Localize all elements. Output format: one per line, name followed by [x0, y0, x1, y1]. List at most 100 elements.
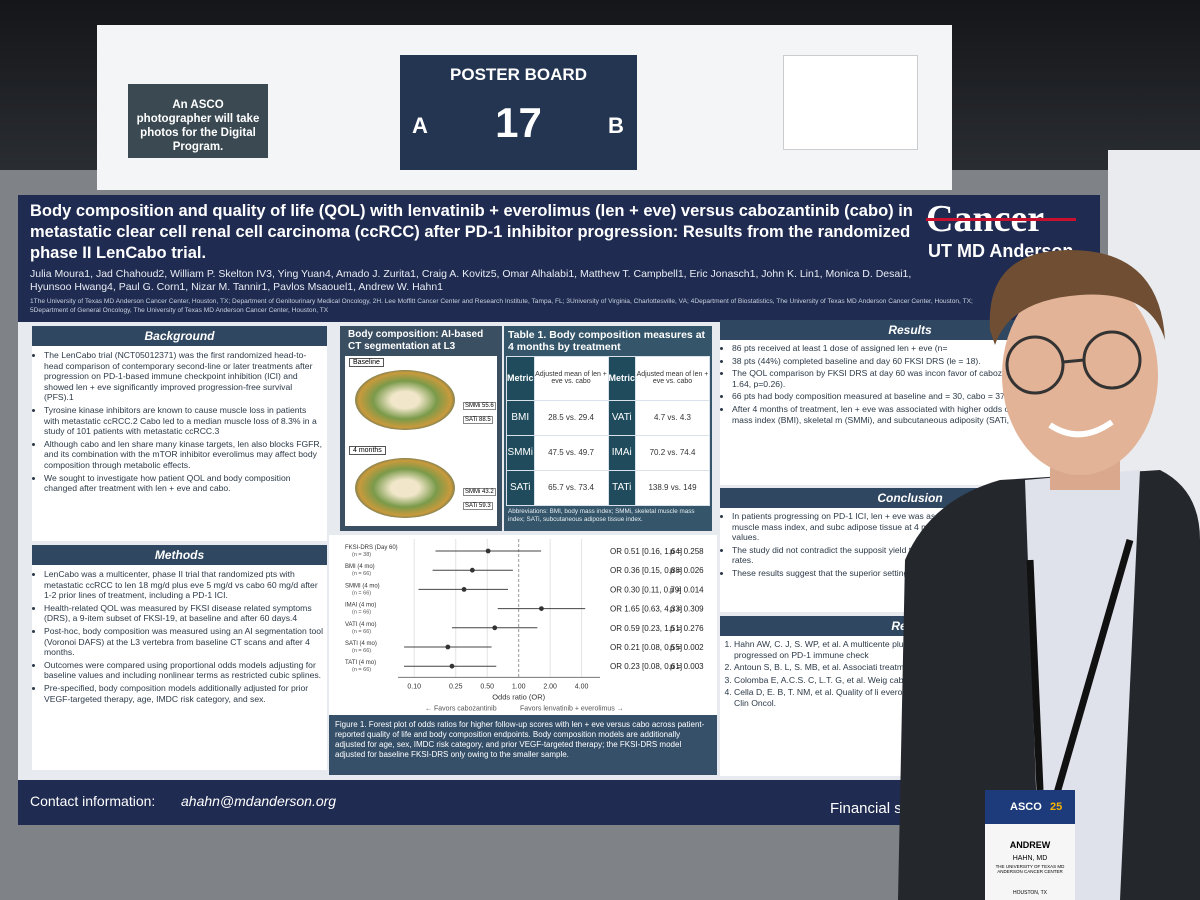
face: [1002, 275, 1158, 475]
p-text: p = 0.258: [670, 547, 704, 556]
contact-email: ahahn@mdanderson.org: [181, 793, 337, 809]
bullet: The QOL comparison by FKSI DRS at day 60…: [732, 368, 1100, 389]
bullet: Colomba E, A.C.S. C, L.T. G, et al. Weig…: [734, 675, 1100, 686]
table-note: Abbreviations: BMI, body mass index; SMM…: [508, 508, 695, 523]
table-row: Metric Adjusted mean of len + eve vs. cab…: [506, 356, 710, 401]
table-cell: 28.5 vs. 29.4: [533, 399, 609, 436]
bullet: 86 pts received at least 1 dose of assig…: [732, 343, 1100, 354]
photo-note: An ASCO photographer will take photos fo…: [128, 84, 268, 158]
ct-label: 4 months: [349, 446, 386, 455]
or-text: OR 0.59 [0.23, 1.51]: [610, 624, 682, 633]
row-label: BMI (4 mo): [345, 564, 375, 570]
bullet: Post-hoc, body composition was measured …: [44, 626, 323, 658]
background-panel: Background The LenCabo trial (NCT0501237…: [32, 326, 327, 541]
lanyard: [1026, 539, 1134, 801]
bullet: Tyrosine kinase inhibitors are known to …: [44, 405, 323, 437]
p-text: p = 0.026: [670, 566, 704, 575]
poster-header: Body composition and quality of life (QO…: [18, 195, 1100, 322]
row-label: IMAI (4 mo): [345, 603, 376, 609]
ct-images: Baseline 4 months SMMi 55.6 SATi 88.5 SM…: [345, 356, 497, 526]
row-n: (n = 66): [352, 571, 371, 577]
table-header: Metric: [607, 356, 637, 401]
favors-note: Favors lenvatinib + everolimus →: [520, 705, 624, 712]
section-heading: Methods: [32, 545, 327, 565]
bullet: 38 pts (44%) completed baseline and day …: [732, 356, 1100, 367]
table-caption: Table 1. Body composition measures at 4 …: [508, 329, 706, 353]
board-label: POSTER BOARD: [450, 65, 587, 84]
table-cell: IMAi: [607, 434, 637, 471]
bullet: These results suggest that the superior …: [732, 568, 1100, 579]
smile: [1048, 419, 1114, 438]
ct-slice: [355, 458, 455, 518]
or-point: [469, 567, 475, 573]
bullet: Outcomes were compared using proportiona…: [44, 660, 323, 681]
p-text: p = 0.309: [670, 605, 704, 614]
x-tick-label: 2.00: [543, 683, 557, 690]
board-side: B: [608, 113, 624, 138]
ct-slice: [355, 370, 455, 430]
ct-label: Baseline: [349, 358, 384, 367]
or-text: OR 1.65 [0.63, 4.33]: [610, 605, 682, 614]
bullet: Antoun S, B. L, S. MB, et al. Associati …: [734, 662, 1100, 673]
ct-callout: SMMi 43.2: [463, 488, 496, 496]
table-cell: TATi: [607, 469, 637, 507]
table-cell: 65.7 vs. 73.4: [533, 469, 609, 507]
bullet-list: LenCabo was a multicenter, phase II tria…: [32, 565, 327, 704]
row-n: (n = 38): [352, 552, 371, 558]
or-point: [461, 587, 467, 592]
bullet: LenCabo was a multicenter, phase II tria…: [44, 569, 323, 601]
badge-org: THE UNIVERSITY OF TEXAS MD ANDERSON CANC…: [995, 864, 1065, 874]
table-panel: Table 1. Body composition measures at 4 …: [504, 326, 712, 531]
figure-caption: Figure 1. Forest plot of odds ratios for…: [329, 715, 717, 775]
table-cell: 47.5 vs. 49.7: [533, 434, 609, 471]
table-cell: VATi: [607, 399, 637, 436]
glasses: [1062, 358, 1085, 364]
poster-title: Body composition and quality of life (QO…: [30, 202, 913, 262]
table-row: SATi 65.7 vs. 73.4 TATi 138.9 vs. 149: [506, 469, 710, 507]
bullet: The LenCabo trial (NCT05012371) was the …: [44, 350, 323, 403]
favors-note: ← Favors cabozantinib: [425, 705, 497, 712]
x-tick-label: 4.00: [575, 683, 589, 690]
x-tick-label: 0.25: [449, 683, 463, 690]
bullet: Health-related QOL was measured by FKSI …: [44, 603, 323, 624]
ct-heading: Body composition: AI-based CT segmentati…: [348, 329, 484, 352]
board-box: POSTER BOARD A 17 B: [400, 55, 637, 170]
board-side: A: [412, 113, 428, 138]
methods-panel: Methods LenCabo was a multicenter, phase…: [32, 545, 327, 770]
x-axis-label: Odds ratio (OR): [492, 692, 545, 701]
table-header: Adjusted mean of len + eve vs. cabo: [533, 356, 609, 401]
logo-strike: [926, 218, 1076, 221]
or-point: [492, 625, 498, 631]
or-point: [485, 548, 491, 554]
bullet-list: The LenCabo trial (NCT05012371) was the …: [32, 346, 327, 494]
ct-panel: Body composition: AI-based CT segmentati…: [340, 326, 502, 531]
row-label: FKSI-DRS (Day 60): [345, 545, 398, 551]
p-text: p = 0.276: [670, 624, 704, 633]
row-n: (n = 66): [352, 590, 371, 596]
bullet: 66 pts had body composition measured at …: [732, 391, 1100, 402]
or-point: [449, 663, 455, 669]
or-text: OR 0.30 [0.11, 0.79]: [610, 585, 681, 594]
row-label: VATI (4 mo): [345, 622, 376, 628]
poster: Body composition and quality of life (QO…: [18, 195, 1100, 825]
or-point: [539, 606, 544, 611]
bullet: Hahn AW, C. J, S. WP, et al. A multicent…: [734, 639, 1100, 660]
table-cell: SMMi: [506, 434, 535, 471]
p-text: p = 0.002: [670, 643, 704, 652]
bullet: We sought to investigate how patient QOL…: [44, 473, 323, 494]
hair: [989, 250, 1165, 345]
p-text: p = 0.014: [670, 585, 704, 594]
table-cell: 4.7 vs. 4.3: [635, 399, 710, 436]
badge-year: 25: [1050, 801, 1062, 813]
row-label: SATI (4 mo): [345, 641, 377, 647]
table: Metric Adjusted mean of len + eve vs. cab…: [506, 356, 710, 507]
badge-name: HAHN, MD: [1013, 855, 1048, 862]
badge-city: HOUSTON, TX: [1013, 890, 1048, 896]
bullet-list: 86 pts received at least 1 dose of assig…: [720, 340, 1100, 425]
ct-callout: SATi 59.3: [463, 502, 493, 510]
or-point: [445, 644, 451, 650]
badge-name: ANDREW: [1010, 840, 1051, 850]
financial: Financial s: [830, 800, 902, 817]
or-text: OR 0.51 [0.16, 1.64]: [610, 547, 682, 556]
